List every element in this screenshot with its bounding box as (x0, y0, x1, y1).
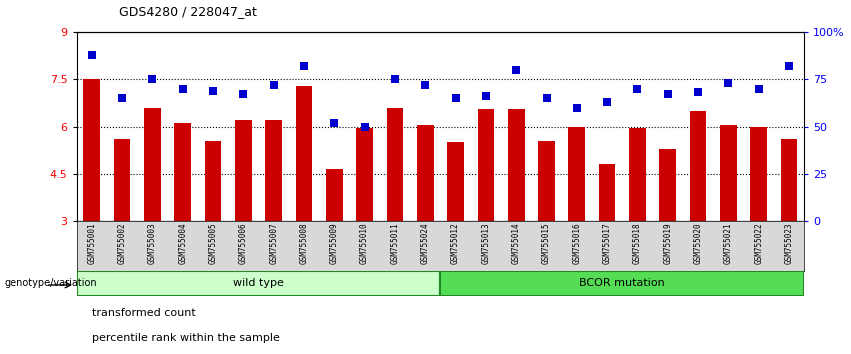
Point (631, 86, 644, 92)
Point (782, 63, 796, 69)
Point (691, 90, 705, 95)
Text: GSM755017: GSM755017 (603, 223, 612, 264)
Bar (357, 128, 373, 221)
Bar (720, 125, 737, 221)
Point (419, 82, 432, 88)
Bar (174, 124, 191, 221)
Point (752, 86, 766, 92)
Point (600, 99, 614, 105)
Point (146, 76, 159, 82)
Point (388, 76, 402, 82)
Bar (114, 139, 130, 221)
Text: GSM755012: GSM755012 (451, 223, 460, 264)
Point (297, 63, 311, 69)
Text: wild type: wild type (233, 278, 284, 288)
Text: transformed count: transformed count (92, 308, 196, 318)
Text: GSM755020: GSM755020 (694, 223, 703, 264)
Bar (508, 109, 524, 221)
Text: GSM755015: GSM755015 (542, 223, 551, 264)
Point (540, 95, 553, 101)
Bar (629, 128, 646, 221)
Bar (235, 120, 252, 221)
Bar (448, 142, 464, 221)
Point (267, 82, 281, 88)
Bar (690, 111, 706, 221)
Text: GSM755005: GSM755005 (208, 223, 218, 264)
Point (115, 95, 129, 101)
Text: BCOR mutation: BCOR mutation (580, 278, 665, 288)
Point (722, 80, 735, 86)
Text: GDS4280 / 228047_at: GDS4280 / 228047_at (119, 5, 257, 18)
Text: GSM755024: GSM755024 (420, 223, 430, 264)
Point (661, 92, 675, 97)
Text: GSM755018: GSM755018 (633, 223, 642, 264)
Text: GSM755014: GSM755014 (511, 223, 521, 264)
Text: GSM755007: GSM755007 (269, 223, 278, 264)
Bar (751, 127, 767, 221)
Bar (780, 139, 797, 221)
Point (206, 88, 220, 93)
Point (328, 120, 341, 126)
Text: genotype/variation: genotype/variation (4, 278, 97, 288)
Bar (477, 109, 494, 221)
Text: GSM755011: GSM755011 (391, 223, 399, 264)
Bar (144, 108, 161, 221)
Bar (83, 79, 100, 221)
Text: GSM755022: GSM755022 (754, 223, 763, 264)
Point (510, 67, 523, 73)
Text: GSM755006: GSM755006 (239, 223, 248, 264)
Text: GSM755008: GSM755008 (300, 223, 308, 264)
Bar (266, 120, 282, 221)
Text: GSM755021: GSM755021 (724, 223, 733, 264)
Point (570, 105, 584, 110)
Bar (660, 149, 676, 221)
Point (237, 92, 250, 97)
Point (479, 93, 493, 99)
Point (357, 124, 371, 130)
Text: GSM755023: GSM755023 (785, 223, 793, 264)
Bar (77, 271, 440, 296)
Bar (440, 271, 804, 296)
Text: GSM755003: GSM755003 (148, 223, 157, 264)
Text: GSM755019: GSM755019 (663, 223, 672, 264)
Text: GSM755016: GSM755016 (573, 223, 581, 264)
Bar (295, 86, 312, 221)
Bar (386, 108, 403, 221)
Point (448, 95, 462, 101)
Point (176, 86, 190, 92)
Text: GSM755010: GSM755010 (360, 223, 369, 264)
Point (85, 52, 99, 57)
Bar (599, 164, 615, 221)
Text: GSM755004: GSM755004 (178, 223, 187, 264)
Text: GSM755009: GSM755009 (330, 223, 339, 264)
Text: GSM755001: GSM755001 (88, 223, 96, 264)
Bar (326, 169, 343, 221)
Text: percentile rank within the sample: percentile rank within the sample (92, 333, 280, 343)
Bar (205, 141, 221, 221)
Bar (417, 125, 433, 221)
Text: GSM755002: GSM755002 (117, 223, 127, 264)
Bar (538, 141, 555, 221)
Text: GSM755013: GSM755013 (482, 223, 490, 264)
Bar (568, 127, 585, 221)
